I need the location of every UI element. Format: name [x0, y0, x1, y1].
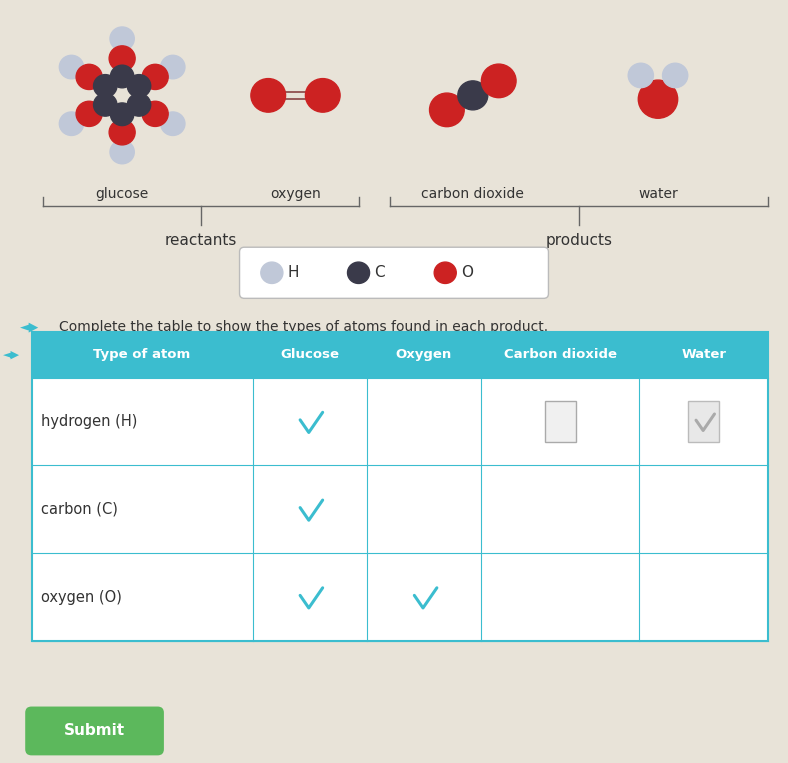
Circle shape	[261, 262, 283, 284]
Text: ◄▶: ◄▶	[3, 349, 20, 360]
Text: glucose: glucose	[95, 187, 149, 201]
FancyBboxPatch shape	[545, 401, 575, 443]
Text: Type of atom: Type of atom	[94, 348, 191, 362]
FancyBboxPatch shape	[32, 332, 768, 378]
FancyBboxPatch shape	[32, 332, 768, 641]
Circle shape	[59, 112, 84, 136]
Circle shape	[110, 140, 134, 164]
Circle shape	[109, 46, 136, 71]
Text: ◄▶: ◄▶	[20, 320, 39, 333]
Circle shape	[161, 112, 185, 136]
Circle shape	[429, 93, 464, 127]
Circle shape	[109, 120, 136, 145]
Circle shape	[76, 64, 102, 89]
Text: H: H	[288, 266, 299, 280]
Circle shape	[306, 79, 340, 112]
Text: carbon dioxide: carbon dioxide	[422, 187, 524, 201]
FancyBboxPatch shape	[240, 247, 548, 298]
Circle shape	[142, 101, 168, 127]
Text: Glucose: Glucose	[281, 348, 339, 362]
Circle shape	[663, 63, 688, 88]
Text: Complete the table to show the types of atoms found in each product.: Complete the table to show the types of …	[59, 320, 548, 333]
Circle shape	[128, 75, 151, 97]
Circle shape	[110, 65, 134, 88]
Text: products: products	[545, 233, 613, 248]
FancyBboxPatch shape	[689, 401, 719, 443]
Text: Carbon dioxide: Carbon dioxide	[504, 348, 617, 362]
Text: carbon (C): carbon (C)	[41, 502, 118, 517]
Circle shape	[348, 262, 370, 284]
Text: Water: Water	[682, 348, 727, 362]
Circle shape	[76, 101, 102, 127]
Circle shape	[142, 64, 168, 89]
Circle shape	[434, 262, 456, 284]
Circle shape	[110, 27, 134, 50]
Circle shape	[458, 81, 488, 110]
Text: O: O	[461, 266, 473, 280]
Circle shape	[251, 79, 285, 112]
Circle shape	[481, 64, 516, 98]
Circle shape	[94, 75, 117, 97]
Circle shape	[638, 80, 678, 118]
Text: C: C	[374, 266, 385, 280]
Text: reactants: reactants	[165, 233, 237, 248]
Text: oxygen (O): oxygen (O)	[41, 590, 122, 604]
Text: hydrogen (H): hydrogen (H)	[41, 414, 137, 429]
Circle shape	[128, 94, 151, 116]
Text: water: water	[638, 187, 678, 201]
Circle shape	[628, 63, 653, 88]
Circle shape	[110, 103, 134, 126]
Circle shape	[161, 55, 185, 79]
Text: Oxygen: Oxygen	[396, 348, 452, 362]
Text: Submit: Submit	[64, 723, 125, 739]
Text: oxygen: oxygen	[270, 187, 321, 201]
Circle shape	[94, 94, 117, 116]
FancyBboxPatch shape	[25, 707, 164, 755]
Circle shape	[59, 55, 84, 79]
